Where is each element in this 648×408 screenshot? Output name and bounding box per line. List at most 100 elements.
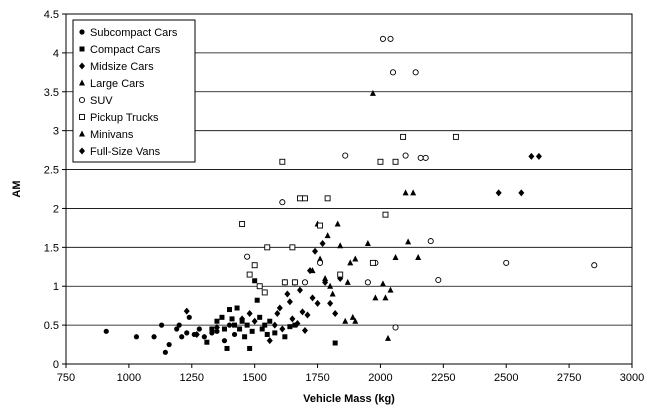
point-compact-cars bbox=[332, 340, 338, 346]
point-minivans bbox=[352, 255, 359, 262]
point-compact-cars bbox=[262, 322, 268, 328]
point-pickup-trucks bbox=[392, 158, 399, 165]
point-full-size-vans bbox=[528, 152, 535, 160]
point-large-cars bbox=[382, 294, 389, 301]
point-full-size-vans bbox=[495, 189, 502, 197]
point-compact-cars bbox=[224, 345, 230, 351]
point-pickup-trucks bbox=[251, 262, 258, 269]
point-large-cars bbox=[329, 290, 336, 297]
point-pickup-trucks bbox=[296, 195, 303, 202]
point-suv bbox=[389, 69, 397, 76]
point-midsize-cars bbox=[279, 325, 286, 333]
point-suv bbox=[364, 279, 371, 286]
point-subcompact-cars bbox=[214, 328, 220, 334]
legend-marker-compact-cars bbox=[79, 46, 85, 52]
point-suv bbox=[392, 324, 399, 331]
point-pickup-trucks bbox=[261, 289, 268, 296]
point-compact-cars bbox=[234, 305, 240, 311]
point-compact-cars bbox=[282, 334, 288, 340]
y-tick-label: 4.5 bbox=[44, 9, 59, 21]
point-pickup-trucks bbox=[317, 222, 324, 229]
point-compact-cars bbox=[247, 345, 253, 351]
point-full-size-vans bbox=[518, 189, 525, 197]
legend-label-midsize-cars: Midsize Cars bbox=[90, 61, 154, 73]
point-midsize-cars bbox=[286, 298, 293, 306]
legend-marker-subcompact-cars bbox=[79, 29, 85, 35]
point-compact-cars bbox=[287, 324, 293, 330]
point-subcompact-cars bbox=[176, 322, 182, 328]
x-tick-label: 2250 bbox=[431, 372, 455, 384]
point-midsize-cars bbox=[193, 330, 200, 338]
x-tick-label: 750 bbox=[57, 372, 75, 384]
point-compact-cars bbox=[227, 307, 233, 313]
point-compact-cars bbox=[237, 326, 243, 332]
point-pickup-trucks bbox=[246, 271, 253, 278]
point-midsize-cars bbox=[299, 308, 306, 316]
y-tick-label: 3 bbox=[53, 126, 59, 138]
point-minivans bbox=[415, 253, 422, 260]
point-midsize-cars bbox=[239, 315, 246, 323]
point-minivans bbox=[344, 278, 351, 285]
point-large-cars bbox=[317, 255, 324, 262]
point-minivans bbox=[379, 280, 386, 287]
point-minivans bbox=[392, 253, 399, 260]
series-large-cars bbox=[309, 89, 394, 324]
point-midsize-cars bbox=[319, 239, 326, 247]
point-compact-cars bbox=[209, 326, 215, 332]
point-compact-cars bbox=[214, 318, 220, 324]
point-large-cars bbox=[342, 317, 349, 324]
point-pickup-trucks bbox=[279, 158, 286, 165]
legend-label-full-size-vans: Full-Size Vans bbox=[90, 146, 161, 158]
point-compact-cars bbox=[244, 322, 250, 328]
point-large-cars bbox=[364, 239, 371, 246]
point-minivans bbox=[410, 189, 417, 196]
point-pickup-trucks bbox=[369, 259, 376, 266]
x-tick-label: 1000 bbox=[117, 372, 141, 384]
y-tick-label: 2.5 bbox=[44, 165, 59, 177]
point-subcompact-cars bbox=[221, 338, 228, 344]
point-compact-cars bbox=[257, 314, 263, 320]
point-large-cars bbox=[309, 267, 316, 274]
point-subcompact-cars bbox=[196, 326, 202, 332]
point-pickup-trucks bbox=[382, 211, 389, 218]
x-tick-label: 1500 bbox=[242, 372, 266, 384]
point-compact-cars bbox=[219, 314, 225, 320]
point-compact-cars bbox=[254, 297, 260, 303]
point-subcompact-cars bbox=[158, 322, 165, 328]
x-tick-label: 2000 bbox=[368, 372, 392, 384]
point-midsize-cars bbox=[266, 337, 273, 345]
point-pickup-trucks bbox=[377, 158, 384, 165]
legend-label-large-cars: Large Cars bbox=[90, 78, 145, 90]
point-subcompact-cars bbox=[226, 322, 233, 328]
point-compact-cars bbox=[252, 278, 258, 284]
point-large-cars bbox=[349, 313, 356, 320]
point-suv bbox=[422, 154, 429, 161]
point-suv bbox=[379, 35, 387, 42]
point-suv bbox=[387, 35, 394, 42]
point-subcompact-cars bbox=[151, 334, 157, 340]
point-suv bbox=[427, 238, 434, 245]
point-subcompact-cars bbox=[133, 334, 140, 340]
point-subcompact-cars bbox=[186, 314, 192, 320]
point-pickup-trucks bbox=[281, 279, 288, 286]
y-tick-label: 1.5 bbox=[44, 242, 59, 254]
point-pickup-trucks bbox=[302, 195, 308, 202]
point-subcompact-cars bbox=[179, 334, 185, 340]
x-tick-label: 2750 bbox=[557, 372, 581, 384]
legend-label-compact-cars: Compact Cars bbox=[90, 44, 161, 56]
point-midsize-cars bbox=[246, 309, 253, 317]
point-midsize-cars bbox=[294, 320, 301, 328]
x-axis-title: Vehicle Mass (kg) bbox=[303, 393, 395, 405]
point-minivans bbox=[384, 334, 391, 341]
data-points bbox=[103, 35, 598, 355]
series-suv bbox=[244, 35, 598, 331]
point-midsize-cars bbox=[304, 311, 311, 319]
point-suv bbox=[402, 152, 409, 159]
y-tick-label: 1 bbox=[53, 281, 59, 293]
legend: Subcompact Cars Compact Cars Midsize Cars L… bbox=[72, 19, 196, 163]
point-compact-cars bbox=[229, 316, 235, 322]
point-suv bbox=[342, 152, 349, 159]
point-midsize-cars bbox=[301, 327, 308, 335]
point-subcompact-cars bbox=[184, 330, 190, 336]
point-midsize-cars bbox=[312, 247, 319, 255]
